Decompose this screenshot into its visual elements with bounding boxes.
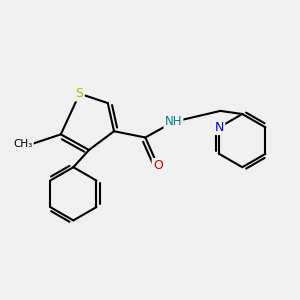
Text: N: N (214, 121, 224, 134)
Text: S: S (76, 87, 84, 100)
Text: NH: NH (165, 115, 182, 128)
Text: CH₃: CH₃ (14, 139, 33, 149)
Text: O: O (153, 159, 163, 172)
